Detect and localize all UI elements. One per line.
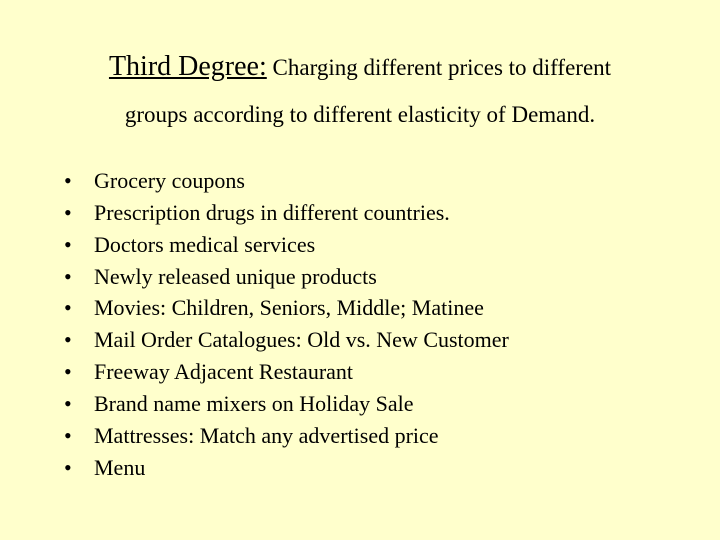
bullet-list: • Grocery coupons • Prescription drugs i… — [60, 165, 670, 484]
list-item: • Doctors medical services — [60, 229, 670, 261]
bullet-text: Mail Order Catalogues: Old vs. New Custo… — [94, 324, 670, 356]
bullet-icon: • — [60, 292, 94, 324]
list-item: • Mail Order Catalogues: Old vs. New Cus… — [60, 324, 670, 356]
bullet-text: Mattresses: Match any advertised price — [94, 420, 670, 452]
list-item: • Prescription drugs in different countr… — [60, 197, 670, 229]
bullet-text: Movies: Children, Seniors, Middle; Matin… — [94, 292, 670, 324]
list-item: • Freeway Adjacent Restaurant — [60, 356, 670, 388]
bullet-text: Menu — [94, 452, 670, 484]
slide-heading: Third Degree: Charging different prices … — [50, 40, 670, 137]
slide: Third Degree: Charging different prices … — [0, 0, 720, 540]
bullet-icon: • — [60, 452, 94, 484]
bullet-icon: • — [60, 261, 94, 293]
bullet-icon: • — [60, 356, 94, 388]
bullet-icon: • — [60, 197, 94, 229]
list-item: • Movies: Children, Seniors, Middle; Mat… — [60, 292, 670, 324]
bullet-text: Prescription drugs in different countrie… — [94, 197, 670, 229]
bullet-icon: • — [60, 388, 94, 420]
bullet-icon: • — [60, 324, 94, 356]
bullet-icon: • — [60, 229, 94, 261]
bullet-icon: • — [60, 420, 94, 452]
bullet-text: Freeway Adjacent Restaurant — [94, 356, 670, 388]
bullet-text: Doctors medical services — [94, 229, 670, 261]
list-item: • Brand name mixers on Holiday Sale — [60, 388, 670, 420]
bullet-text: Newly released unique products — [94, 261, 670, 293]
list-item: • Mattresses: Match any advertised price — [60, 420, 670, 452]
bullet-text: Brand name mixers on Holiday Sale — [94, 388, 670, 420]
bullet-icon: • — [60, 165, 94, 197]
list-item: • Grocery coupons — [60, 165, 670, 197]
list-item: • Newly released unique products — [60, 261, 670, 293]
list-item: • Menu — [60, 452, 670, 484]
bullet-text: Grocery coupons — [94, 165, 670, 197]
slide-title: Third Degree: — [109, 51, 267, 82]
